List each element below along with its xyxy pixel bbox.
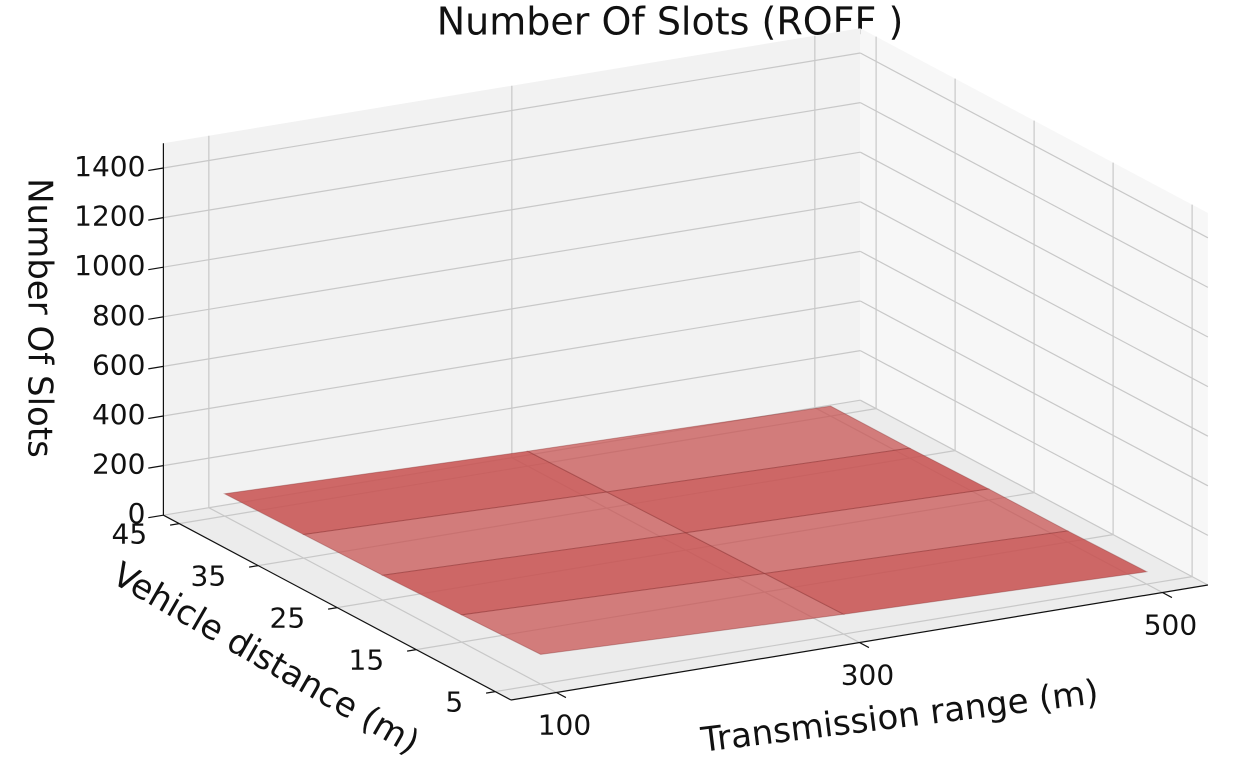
tick-mark (148, 415, 164, 420)
z-tick-label: 600 (92, 348, 145, 381)
grid-line (860, 350, 1209, 536)
grid-line (163, 201, 861, 318)
y-tick-label: 35 (191, 560, 227, 593)
z-tick-label: 1400 (74, 150, 145, 183)
grid-line (860, 102, 1209, 288)
grid-line (495, 576, 1193, 693)
tick-mark (556, 691, 567, 699)
tick-mark (148, 217, 164, 221)
tick-mark (148, 266, 164, 271)
z-tick-label: 800 (92, 299, 145, 332)
x-tick-label: 300 (841, 659, 894, 692)
tick-mark (170, 523, 180, 526)
grid-line (163, 300, 861, 417)
tick-mark (249, 565, 259, 568)
z-tick-label: 1000 (74, 249, 145, 282)
grid-line (163, 102, 861, 219)
z-tick-label: 1200 (74, 200, 145, 233)
x-tick-label: 100 (538, 709, 591, 742)
z-tick-label: 0 (128, 497, 146, 530)
tick-mark (148, 365, 164, 370)
grid-line (860, 52, 1209, 239)
grid-line (163, 250, 861, 367)
tick-mark (328, 607, 338, 610)
x-axis-line (510, 584, 1208, 701)
y-tick-label: 45 (112, 518, 148, 551)
grid-line (860, 399, 1209, 586)
tick-mark (407, 649, 417, 652)
y-tick-label: 25 (270, 602, 306, 635)
tick-mark (859, 641, 870, 649)
z-tick-label: 400 (92, 398, 145, 431)
tick-mark (148, 514, 164, 519)
tick-mark (1162, 591, 1173, 599)
z-axis-label: Number Of Slots (20, 178, 60, 458)
tick-mark (148, 167, 164, 172)
x-axis-label: Transmission range (m) (698, 672, 1101, 761)
surface-cell (763, 530, 1149, 615)
z-tick-label: 200 (92, 448, 145, 481)
grid-line (860, 300, 1209, 487)
y-tick-label: 15 (349, 644, 385, 677)
grid-line (860, 250, 1209, 437)
surface-cell (684, 488, 1070, 575)
tick-mark (148, 465, 164, 469)
grid-line (163, 350, 861, 467)
grid-line (860, 201, 1209, 388)
grid-line (163, 151, 861, 268)
y-tick-label: 5 (445, 686, 463, 719)
grid-line (860, 151, 1209, 338)
y-axis-line (163, 514, 512, 701)
x-tick-label: 500 (1144, 609, 1197, 642)
grid-line (163, 52, 861, 169)
tick-mark (486, 691, 496, 694)
tick-mark (148, 316, 164, 320)
